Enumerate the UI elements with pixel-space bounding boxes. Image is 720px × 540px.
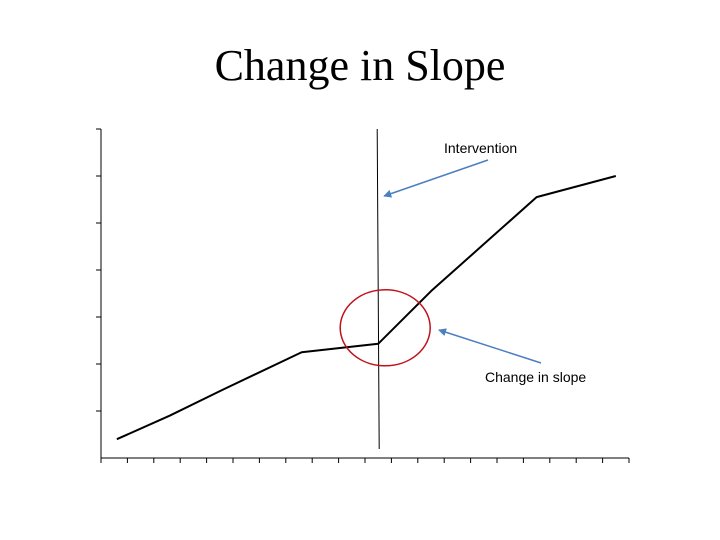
slide-title: Change in Slope bbox=[214, 41, 506, 90]
slope-change-circle bbox=[339, 289, 431, 367]
slope-change-label: Change in slope bbox=[485, 369, 586, 385]
intervention-label: Intervention bbox=[444, 140, 517, 156]
intervention-line bbox=[376, 128, 380, 450]
series-line bbox=[116, 175, 617, 441]
chart-axes bbox=[96, 128, 630, 463]
slope-change-arrow bbox=[438, 328, 542, 364]
intervention-arrow bbox=[383, 159, 489, 198]
series-layer bbox=[116, 175, 617, 441]
